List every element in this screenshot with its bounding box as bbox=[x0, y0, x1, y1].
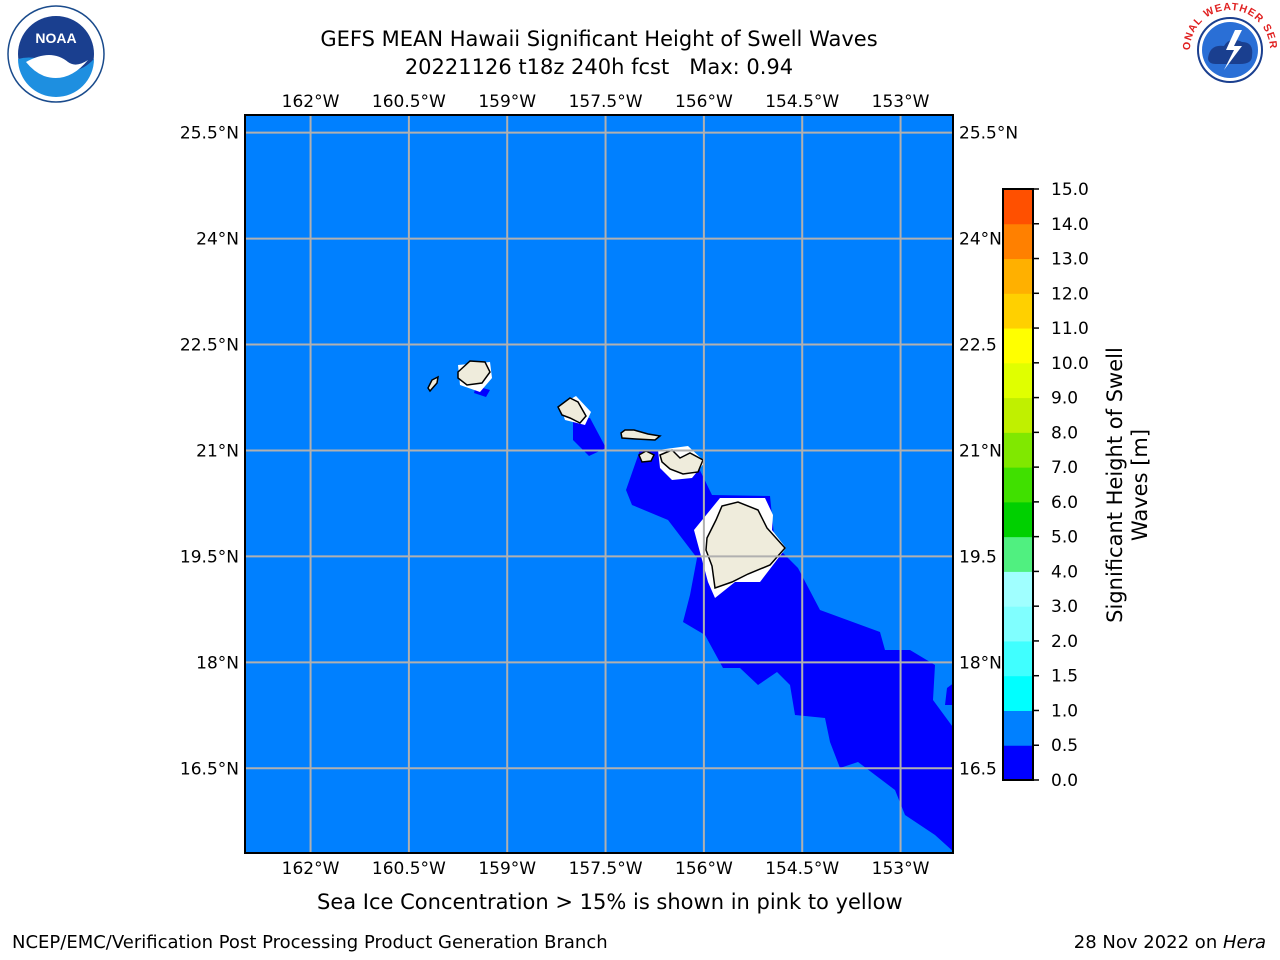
colorbar-segment bbox=[1003, 606, 1033, 642]
sea-ice-note: Sea Ice Concentration > 15% is shown in … bbox=[317, 890, 903, 914]
map-area bbox=[245, 115, 953, 853]
lat-tick-label-left: 22.5°N bbox=[180, 336, 239, 356]
colorbar-segment bbox=[1003, 640, 1033, 677]
colorbar-segment bbox=[1003, 432, 1033, 468]
lon-tick-label-bottom: 154.5°W bbox=[765, 859, 839, 879]
lon-tick-label-top: 160.5°W bbox=[372, 92, 446, 112]
chart-subtitle: 20221126 t18z 240h fcst Max: 0.94 bbox=[404, 55, 794, 79]
lon-tick-label-top: 156°W bbox=[675, 92, 733, 112]
colorbar: 0.0 0.5 1.0 1.5 2.0 3.0 4.0 5.0 6.0 7.0 8.0 9.0 10.0… bbox=[1002, 180, 1089, 791]
lat-tick-label-left: 21°N bbox=[196, 441, 239, 461]
colorbar-tick-label: 0.5 bbox=[1051, 736, 1078, 756]
colorbar-tick-label: 15.0 bbox=[1051, 180, 1089, 200]
colorbar-segment bbox=[1003, 397, 1033, 433]
island-maui bbox=[659, 449, 704, 475]
lon-ticks-top: 162°W 160.5°W 159°W 157.5°W 156°W 154.5°W 153°… bbox=[282, 92, 930, 112]
footer-date: 28 Nov 2022 on Hera bbox=[1074, 932, 1266, 953]
lon-tick-label-bottom: 157.5°W bbox=[569, 859, 643, 879]
lon-tick-label-top: 159°W bbox=[478, 92, 536, 112]
nws-logo: NATIONAL WEATHER SERVICE bbox=[1180, 0, 1278, 98]
lat-tick-label-left: 19.5°N bbox=[180, 547, 239, 567]
lon-tick-label-top: 162°W bbox=[282, 92, 340, 112]
island-niihau bbox=[427, 375, 439, 393]
lat-tick-label-right: 25.5°N bbox=[959, 124, 1018, 144]
islands bbox=[427, 360, 787, 590]
island-molokai bbox=[620, 429, 662, 441]
colorbar-segment bbox=[1003, 293, 1033, 329]
lat-tick-label-right: 24°N bbox=[959, 230, 1002, 250]
colorbar-segment bbox=[1003, 223, 1033, 260]
island-lanai bbox=[638, 450, 656, 463]
lat-tick-label-right: 18°N bbox=[959, 653, 1002, 673]
island-kauai bbox=[457, 360, 491, 386]
map-frame bbox=[244, 114, 954, 854]
footer-host: Hera bbox=[1222, 932, 1266, 953]
lon-tick-label-bottom: 160.5°W bbox=[372, 859, 446, 879]
map-gridlines bbox=[245, 115, 953, 853]
lat-tick-label-left: 16.5°N bbox=[180, 759, 239, 779]
lat-ticks-right: 25.5°N 24°N 22.5 21°N 19.5 18°N 16.5 bbox=[959, 124, 1018, 780]
colorbar-segment bbox=[1003, 675, 1033, 711]
colorbar-tick-label: 11.0 bbox=[1051, 319, 1089, 339]
lon-ticks-bottom: 162°W 160.5°W 159°W 157.5°W 156°W 154.5°W 153°… bbox=[282, 859, 930, 879]
colorbar-segment bbox=[1003, 362, 1033, 399]
lon-tick-label-bottom: 159°W bbox=[478, 859, 536, 879]
colorbar-tick-label: 5.0 bbox=[1051, 528, 1078, 548]
colorbar-tick-label: 2.0 bbox=[1051, 632, 1078, 652]
colorbar-tick-label: 4.0 bbox=[1051, 562, 1078, 582]
colorbar-tick-label: 13.0 bbox=[1051, 250, 1089, 270]
lon-tick-label-top: 153°W bbox=[872, 92, 930, 112]
footer-credit: NCEP/EMC/Verification Post Processing Pr… bbox=[12, 932, 608, 953]
colorbar-tick-label: 6.0 bbox=[1051, 493, 1078, 513]
lat-tick-label-left: 25.5°N bbox=[180, 124, 239, 144]
lat-tick-label-left: 24°N bbox=[196, 230, 239, 250]
colorbar-tick-label: 0.0 bbox=[1051, 771, 1078, 791]
lon-tick-label-bottom: 156°W bbox=[675, 859, 733, 879]
colorbar-segment bbox=[1003, 710, 1033, 746]
colorbar-tick-label: 3.0 bbox=[1051, 597, 1078, 617]
colorbar-tick-label: 8.0 bbox=[1051, 423, 1078, 443]
lat-tick-label-right: 22.5 bbox=[959, 336, 997, 356]
chart-title: GEFS MEAN Hawaii Significant Height of S… bbox=[320, 27, 878, 51]
colorbar-frame bbox=[1002, 188, 1034, 781]
colorbar-tick-label: 1.0 bbox=[1051, 701, 1078, 721]
colorbar-tick-label: 7.0 bbox=[1051, 458, 1078, 478]
colorbar-tick-label: 9.0 bbox=[1051, 389, 1078, 409]
colorbar-tick-label: 14.0 bbox=[1051, 215, 1089, 235]
lon-tick-label-bottom: 162°W bbox=[282, 859, 340, 879]
colorbar-segment bbox=[1003, 328, 1033, 364]
lat-tick-label-right: 16.5 bbox=[959, 759, 997, 779]
colorbar-segment bbox=[1003, 258, 1033, 294]
colorbar-tick-label: 12.0 bbox=[1051, 284, 1089, 304]
colorbar-segment bbox=[1003, 745, 1033, 781]
low-swell-region bbox=[474, 386, 953, 852]
lat-tick-label-left: 18°N bbox=[196, 653, 239, 673]
noaa-logo-text: NOAA bbox=[35, 30, 76, 46]
lon-tick-label-top: 157.5°W bbox=[569, 92, 643, 112]
lat-ticks-left: 25.5°N 24°N 22.5°N 21°N 19.5°N 18°N 16.5°N bbox=[180, 124, 239, 780]
island-oahu bbox=[557, 397, 587, 424]
colorbar-segment bbox=[1003, 501, 1033, 538]
colorbar-tick-label: 10.0 bbox=[1051, 354, 1089, 374]
lon-tick-label-bottom: 153°W bbox=[872, 859, 930, 879]
colorbar-segment bbox=[1003, 571, 1033, 607]
colorbar-segment bbox=[1003, 189, 1033, 225]
colorbar-tick-label: 1.5 bbox=[1051, 667, 1078, 687]
colorbar-label: Significant Height of Swell Waves [m] bbox=[1102, 347, 1152, 623]
colorbar-segment bbox=[1003, 536, 1033, 572]
colorbar-segment bbox=[1003, 467, 1033, 503]
lat-tick-label-right: 21°N bbox=[959, 441, 1002, 461]
lon-tick-label-top: 154.5°W bbox=[765, 92, 839, 112]
noaa-logo: NOAA bbox=[7, 5, 105, 103]
lat-tick-label-right: 19.5 bbox=[959, 547, 997, 567]
footer-date-text: 28 Nov 2022 on bbox=[1073, 932, 1223, 953]
